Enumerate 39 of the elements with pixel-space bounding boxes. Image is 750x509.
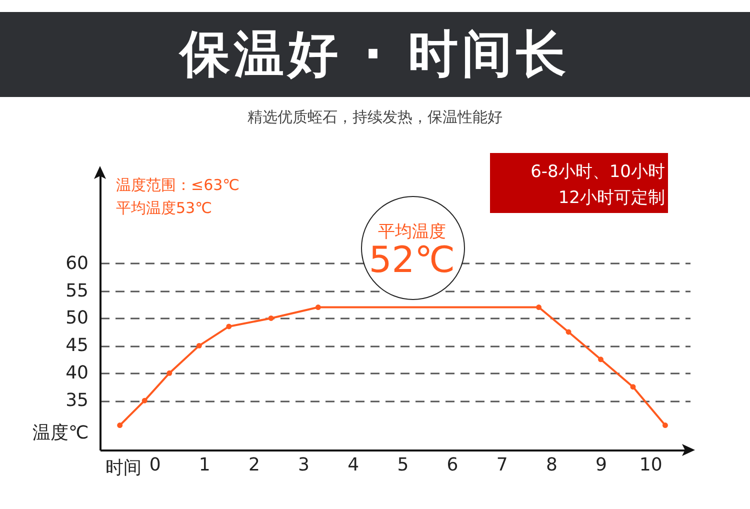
x-tick-label: 1 (198, 454, 210, 476)
x-axis-title: 时间 (106, 458, 142, 478)
x-tick-label: 0 (149, 454, 161, 476)
x-tick-label: 8 (546, 454, 558, 476)
point (566, 329, 572, 335)
annotation: 12小时可定制 (558, 187, 665, 209)
chart-subtitle: 精选优质蛭石，持续发热，保温性能好 (246, 108, 504, 127)
y-tick-label: 50 (66, 308, 88, 329)
chart-title: 保温好 · 时间长 (0, 12, 750, 97)
point (166, 370, 172, 376)
point (196, 342, 202, 348)
y-tick-label: 60 (66, 252, 88, 274)
point (226, 324, 232, 330)
y-tick-label: 40 (66, 362, 88, 384)
y-axis-title: 温度℃ (32, 422, 89, 444)
point (315, 304, 321, 310)
point (142, 398, 148, 404)
point (536, 304, 542, 310)
y-tick-label: 45 (66, 335, 88, 356)
x-tick-label: 5 (397, 454, 409, 476)
point (662, 422, 668, 428)
annotation: 温度范围：≤63℃ (116, 176, 240, 195)
x-tick-label: 7 (496, 454, 508, 476)
point (598, 356, 604, 362)
y-tick-label: 55 (66, 280, 88, 302)
point (630, 384, 636, 390)
annotation: 平均温度53℃ (116, 199, 212, 218)
y-tick-label: 35 (66, 390, 88, 412)
x-tick-label: 3 (298, 454, 310, 476)
annotation: 6-8小时、10小时 (530, 161, 665, 183)
point (117, 422, 123, 428)
x-tick-label: 10 (639, 454, 662, 476)
annotation: 平均温度 (377, 221, 447, 243)
point (268, 316, 274, 321)
x-tick-label: 9 (596, 454, 607, 476)
x-tick-label: 4 (348, 454, 360, 476)
x-tick-label: 6 (446, 454, 458, 476)
annotation: 52℃ (368, 240, 456, 281)
x-tick-label: 2 (248, 454, 260, 476)
